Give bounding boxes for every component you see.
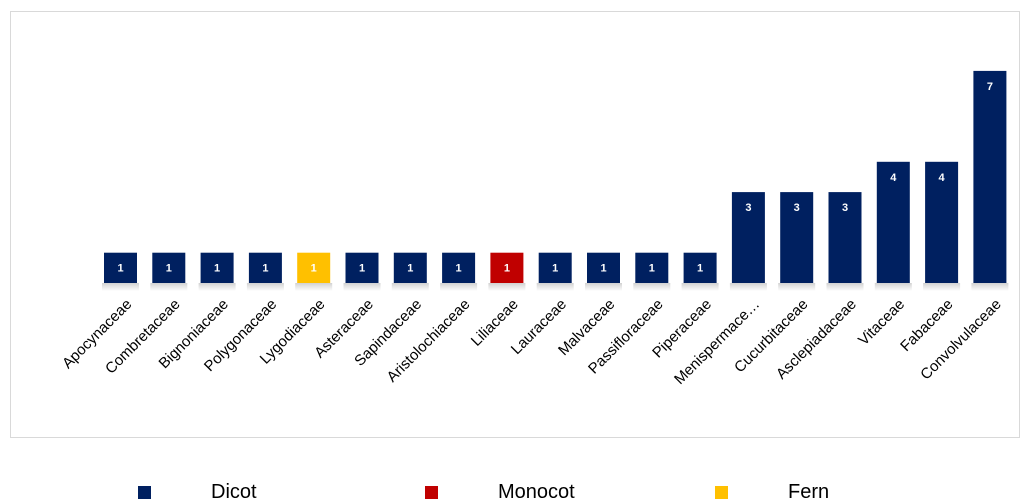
data-label-combretaceae: 1 xyxy=(166,263,172,275)
data-label-convolvulaceae: 7 xyxy=(987,81,993,93)
data-label-cucurbitaceae: 3 xyxy=(794,202,800,214)
legend-item-monocot: Monocot xyxy=(425,482,575,502)
bar-shadow xyxy=(295,283,333,291)
bar-apocynaceae xyxy=(104,252,137,283)
bar-shadow xyxy=(633,283,671,291)
bar-vitaceae xyxy=(876,161,910,283)
bar-convolvulaceae xyxy=(973,70,1007,284)
bar-shadow xyxy=(778,283,816,291)
data-label-sapindaceae: 1 xyxy=(407,263,413,275)
bar-asteraceae xyxy=(345,252,379,283)
data-label-bignoniaceae: 1 xyxy=(214,263,220,275)
legend-swatch-monocot xyxy=(425,485,438,499)
data-label-asclepiadaceae: 3 xyxy=(842,202,848,214)
bar-cucurbitaceae xyxy=(780,192,814,283)
bar-polygonaceae xyxy=(248,252,282,283)
data-label-passifloraceae: 1 xyxy=(649,263,655,275)
bar-piperaceae xyxy=(683,252,717,283)
bar-asclepiadaceae xyxy=(828,192,862,283)
chart-area: 1 Apocynaceae 1 Combretaceae 1 Bignoniaceae 1 P… xyxy=(10,11,1020,438)
category-label-aristolochiaceae: Aristolochiaceae xyxy=(384,296,474,386)
data-label-aristolochiaceae: 1 xyxy=(456,263,462,275)
bar-shadow xyxy=(150,283,188,291)
legend-item-dicot: Dicot xyxy=(138,482,257,502)
legend-item-fern: Fern xyxy=(715,482,829,502)
bar-shadow xyxy=(874,283,912,291)
legend: Dicot Monocot Fern xyxy=(0,450,1024,504)
data-label-piperaceae: 1 xyxy=(697,263,703,275)
bar-shadow xyxy=(971,283,1009,291)
bar-shadow xyxy=(198,283,236,291)
legend-label-dicot: Dicot xyxy=(211,481,257,503)
bar-aristolochiaceae xyxy=(442,252,476,283)
data-label-polygonaceae: 1 xyxy=(262,263,268,275)
bar-shadow xyxy=(391,283,429,291)
bar-lauraceae xyxy=(538,252,572,283)
bar-sapindaceae xyxy=(393,252,427,283)
bar-shadow xyxy=(440,283,478,291)
category-label-menispermace: Menispermace… xyxy=(671,296,763,388)
data-label-malvaceae: 1 xyxy=(600,263,606,275)
bar-menispermace xyxy=(731,192,765,283)
data-label-fabaceae: 4 xyxy=(939,172,946,184)
bar-liliaceae xyxy=(490,252,524,283)
legend-label-fern: Fern xyxy=(788,481,830,503)
bar-malvaceae xyxy=(587,252,620,283)
bar-shadow xyxy=(102,283,139,291)
bar-shadow xyxy=(681,283,719,291)
legend-swatch-dicot xyxy=(138,485,151,499)
bar-combretaceae xyxy=(152,252,186,283)
bar-shadow xyxy=(246,283,284,291)
bar-shadow xyxy=(343,283,381,291)
data-label-liliaceae: 1 xyxy=(504,263,510,275)
data-label-vitaceae: 4 xyxy=(890,172,897,184)
data-label-apocynaceae: 1 xyxy=(117,263,123,275)
data-label-asteraceae: 1 xyxy=(359,263,365,275)
bar-chart: 1Apocynaceae1Combretaceae1Bignoniaceae1P… xyxy=(59,70,1009,388)
bar-shadow xyxy=(536,283,574,291)
bar-shadow xyxy=(729,283,767,291)
bar-passifloraceae xyxy=(635,252,669,283)
bar-shadow xyxy=(488,283,526,291)
data-label-lygodiaceae: 1 xyxy=(311,263,317,275)
legend-swatch-fern xyxy=(715,485,728,499)
bar-shadow xyxy=(923,283,961,291)
bar-bignoniaceae xyxy=(200,252,234,283)
legend-label-monocot: Monocot xyxy=(498,481,575,503)
bar-shadow xyxy=(826,283,864,291)
bar-fabaceae xyxy=(925,161,959,283)
bar-shadow xyxy=(585,283,622,291)
data-label-menispermace: 3 xyxy=(745,202,751,214)
data-label-lauraceae: 1 xyxy=(552,263,558,275)
bar-lygodiaceae xyxy=(297,252,331,283)
